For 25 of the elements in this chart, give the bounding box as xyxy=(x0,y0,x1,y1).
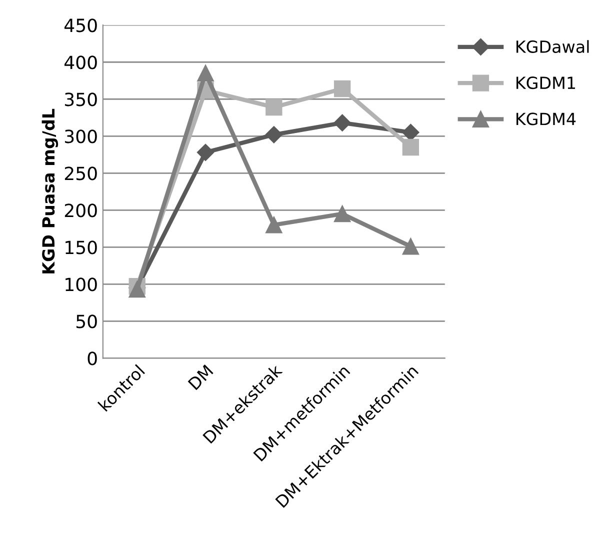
y-tick-label: 350 xyxy=(64,92,97,106)
legend-label: KGDawal xyxy=(516,40,589,54)
y-axis-title: KGD Puasa mg/dL xyxy=(42,108,58,274)
legend-label: KGDM1 xyxy=(516,76,575,90)
y-tick-label: 450 xyxy=(64,18,97,32)
legend-label: KGDM4 xyxy=(516,112,576,126)
y-tick-label: 400 xyxy=(64,56,97,70)
y-tick-label: 150 xyxy=(66,240,97,254)
y-tick-label: 50 xyxy=(76,314,97,328)
y-tick-label: 300 xyxy=(64,130,97,144)
y-tick-label: 200 xyxy=(64,204,97,218)
point xyxy=(197,64,214,82)
point xyxy=(334,206,351,222)
y-tick-label: 250 xyxy=(64,166,97,180)
point xyxy=(334,114,351,132)
point xyxy=(402,124,420,141)
point xyxy=(196,144,214,161)
point xyxy=(265,126,282,144)
point xyxy=(402,238,420,255)
point xyxy=(266,216,282,234)
y-tick-label: 0 xyxy=(88,352,97,366)
point xyxy=(334,80,351,98)
point xyxy=(266,98,282,116)
y-tick-label: 100 xyxy=(66,278,97,292)
point xyxy=(402,138,420,156)
